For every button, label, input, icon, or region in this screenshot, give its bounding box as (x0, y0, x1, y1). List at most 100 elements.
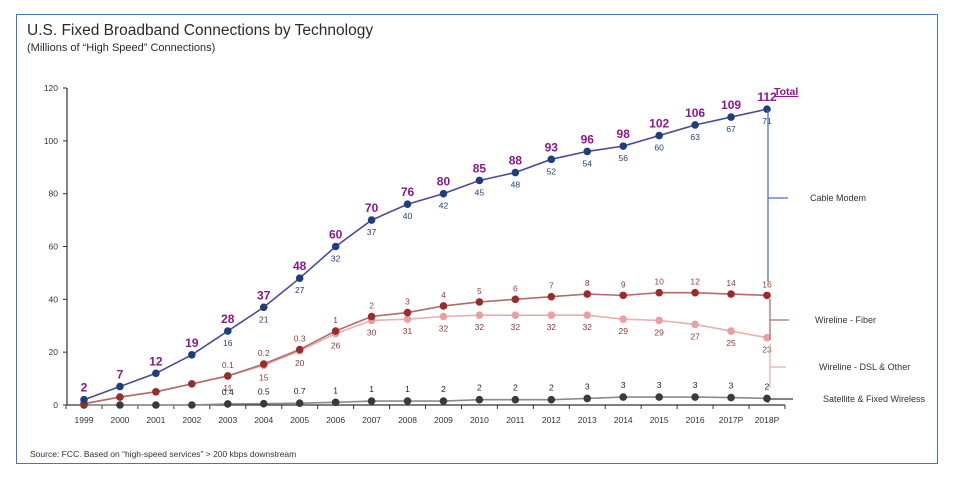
chart-title: U.S. Fixed Broadband Connections by Tech… (27, 22, 374, 39)
data-point (259, 303, 268, 312)
x-tick-label: 2010 (470, 415, 489, 425)
satellite-value-label: 2 (765, 381, 770, 391)
satellite-value-label: 1 (333, 385, 338, 395)
total-value-label: 28 (221, 312, 235, 326)
y-tick-label: 100 (44, 136, 58, 146)
fiber-value-label: 5 (477, 286, 482, 296)
data-point (295, 274, 304, 283)
cable-modem-value-label: 63 (690, 132, 700, 142)
data-point (295, 399, 304, 407)
satellite-value-label: 3 (621, 380, 626, 390)
series-line-total (83, 108, 768, 401)
dsl-value-label: 25 (726, 338, 736, 348)
data-point (727, 113, 735, 121)
total-value-label: 88 (509, 154, 523, 168)
cable-modem-value-label: 52 (547, 166, 557, 176)
data-point (188, 380, 196, 388)
data-point (439, 189, 448, 198)
x-tick-label: 2002 (182, 415, 201, 425)
x-tick-label: 2012 (542, 415, 561, 425)
cable-modem-value-label: 42 (439, 201, 449, 211)
data-point (367, 216, 376, 224)
dsl-value-label: 27 (690, 331, 700, 341)
cable-modem-value-label: 40 (403, 211, 413, 221)
fiber-value-label: 4 (441, 290, 446, 300)
satellite-value-label: 2 (549, 383, 554, 393)
dsl-value-label: 32 (511, 322, 521, 332)
fiber-value-label: 2 (369, 301, 374, 311)
x-tick-label: 2004 (254, 415, 273, 425)
satellite-value-label: 2 (477, 383, 482, 393)
y-tick-label: 120 (44, 83, 58, 93)
cable-modem-value-label: 67 (726, 124, 736, 134)
dsl-value-label: 29 (654, 327, 664, 337)
satellite-value-label: 0.7 (294, 386, 306, 396)
data-point (691, 320, 699, 329)
x-tick-label: 2008 (398, 415, 417, 425)
cable-modem-value-label: 21 (259, 314, 269, 324)
dsl-value-label: 30 (367, 327, 377, 337)
legend-total-label: Total (774, 86, 798, 98)
source-note: Source: FCC. Based on “high-speed servic… (30, 449, 297, 459)
data-point (763, 394, 771, 403)
data-point (152, 369, 160, 378)
data-point (763, 291, 771, 300)
x-tick-label: 2015 (650, 415, 669, 425)
cable-modem-value-label: 71 (762, 116, 772, 126)
data-point (259, 360, 268, 368)
data-point (511, 168, 520, 177)
total-value-label: 12 (149, 354, 163, 368)
cable-modem-value-label: 27 (295, 285, 305, 295)
data-point (475, 311, 484, 319)
satellite-value-label: 0.5 (258, 387, 270, 397)
data-point (619, 142, 628, 150)
cable-modem-value-label: 45 (475, 187, 485, 197)
satellite-value-label: 1 (405, 384, 410, 394)
data-point (116, 382, 124, 391)
dsl-value-label: 26 (331, 341, 341, 351)
data-point (331, 242, 340, 251)
fiber-value-label: 6 (513, 283, 518, 293)
x-tick-label: 1999 (75, 415, 94, 425)
total-value-label: 2 (81, 381, 88, 395)
cable-modem-value-label: 37 (367, 227, 377, 237)
data-point (116, 393, 124, 401)
data-point (152, 387, 160, 396)
total-value-label: 112 (757, 90, 777, 104)
legend-cable-label: Cable Modem (810, 193, 866, 203)
fiber-value-label: 3 (405, 297, 410, 307)
satellite-value-label: 2 (441, 384, 446, 394)
fiber-value-label: 7 (549, 281, 554, 291)
total-value-label: 85 (473, 161, 487, 175)
data-point (403, 315, 412, 323)
total-value-label: 102 (649, 117, 669, 131)
chart-subtitle: (Millions of “High Speed” Connections) (27, 42, 216, 54)
data-point (727, 393, 735, 402)
data-point (655, 316, 663, 325)
data-point (547, 155, 556, 164)
data-point (619, 291, 628, 300)
dsl-value-label: 32 (475, 322, 485, 332)
data-point (331, 327, 340, 335)
fiber-value-label: 0.2 (258, 348, 270, 358)
satellite-value-label: 0.4 (222, 387, 234, 397)
fiber-value-label: 0.3 (294, 334, 306, 344)
data-point (691, 288, 699, 297)
data-point (223, 327, 232, 335)
x-tick-label: 2000 (110, 415, 129, 425)
dsl-value-label: 31 (403, 326, 413, 336)
total-value-label: 96 (581, 132, 595, 146)
series-line-satellite-fixed-wireless (84, 396, 768, 406)
satellite-value-label: 3 (585, 381, 590, 391)
series-line-wireline-fiber (83, 291, 768, 405)
data-point (763, 333, 771, 342)
data-point (295, 345, 304, 354)
cable-modem-value-label: 16 (223, 338, 233, 348)
data-point (511, 295, 520, 304)
x-tick-label: 2003 (218, 415, 237, 425)
data-point (152, 401, 160, 409)
x-tick-label: 2013 (578, 415, 597, 425)
data-point (439, 302, 448, 310)
fiber-value-label: 9 (621, 279, 626, 289)
data-point (511, 395, 520, 404)
